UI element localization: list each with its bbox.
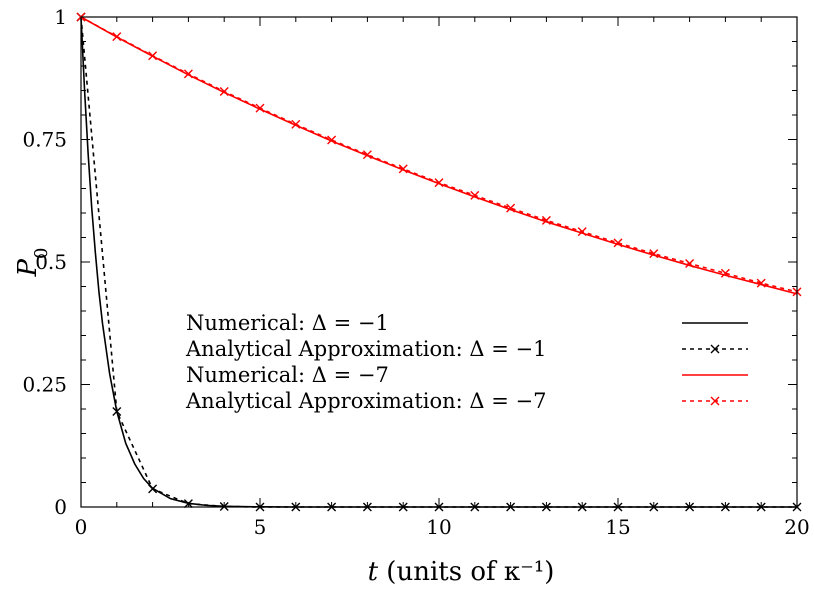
y-tick-label: 1 [54, 5, 67, 29]
series-4 [76, 12, 802, 297]
x-axis-title: t (units of κ⁻¹) [368, 557, 555, 587]
data-point-marker [756, 278, 766, 288]
data-point-marker [577, 227, 587, 237]
data-point-marker [219, 86, 229, 96]
x-tick-label: 10 [426, 515, 451, 539]
series-4-line [80, 16, 798, 293]
series-1 [80, 16, 797, 508]
data-point-marker [720, 268, 730, 278]
series-1-line [80, 16, 797, 508]
legend-marker [710, 396, 720, 406]
y-tick-label: 0.25 [22, 373, 67, 397]
ticks-layer: 0 5 10 15 20 0 0.25 0.5 0.75 1 [22, 5, 809, 539]
data-point-marker [112, 406, 122, 416]
data-point-marker [649, 249, 659, 259]
legend-label: Numerical: Δ = −7 [186, 363, 389, 387]
data-point-marker [362, 150, 372, 160]
data-point-marker [398, 164, 408, 174]
data-point-marker [685, 258, 695, 268]
legend-label: Numerical: Δ = −1 [186, 311, 389, 335]
data-point-marker [112, 32, 122, 42]
series-2-line [80, 16, 797, 508]
data-point-marker [255, 103, 265, 113]
y-axis-title: P0 [13, 248, 52, 278]
y-tick-label: 0 [54, 495, 67, 519]
legend-label: Analytical Approximation: Δ = −7 [185, 389, 547, 413]
data-point-marker [148, 51, 158, 61]
series-2 [76, 12, 802, 512]
series-3-line [80, 16, 798, 295]
series-layer [76, 12, 802, 512]
x-tick-label: 15 [605, 515, 630, 539]
data-point-marker [148, 484, 158, 494]
x-tick-label: 20 [784, 515, 809, 539]
data-point-marker [541, 215, 551, 225]
legend-marker [710, 344, 720, 354]
data-point-marker [327, 135, 337, 145]
data-point-marker [183, 69, 193, 79]
data-point-marker [291, 119, 301, 129]
data-point-marker [506, 203, 516, 213]
x-tick-label: 0 [75, 515, 88, 539]
plot-frame [80, 16, 798, 508]
data-point-marker [434, 178, 444, 188]
data-point-marker [470, 190, 480, 200]
x-tick-label: 5 [254, 515, 267, 539]
legend-label: Analytical Approximation: Δ = −1 [185, 337, 547, 361]
y-tick-label: 0.75 [22, 128, 67, 152]
data-point-marker [613, 238, 623, 248]
y-tick-label: 0.5 [35, 250, 67, 274]
series-3 [80, 16, 798, 295]
